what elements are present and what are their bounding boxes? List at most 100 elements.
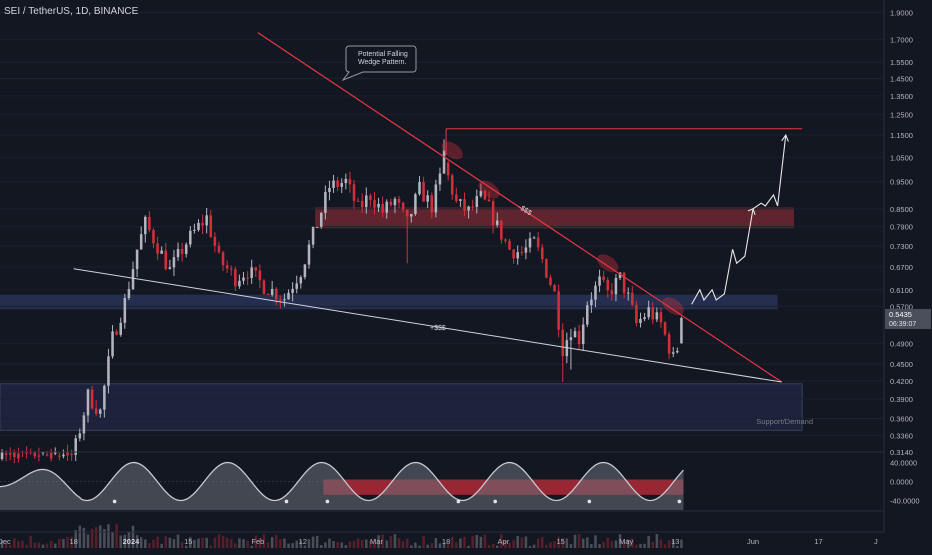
volume-bar	[512, 539, 515, 548]
candle-body	[344, 178, 348, 184]
candle-body	[303, 264, 307, 278]
volume-bar	[393, 534, 397, 548]
volume-bar	[676, 545, 679, 548]
volume-bar	[234, 543, 237, 548]
osc-tick-label: 0.0000	[890, 478, 913, 487]
volume-bar	[299, 540, 303, 548]
volume-bar	[139, 537, 143, 548]
candle-body	[655, 312, 659, 320]
volume-bar	[504, 540, 507, 548]
candle-body	[536, 237, 540, 248]
volume-bar	[131, 525, 135, 548]
candle-body	[671, 352, 675, 354]
volume-bar	[250, 545, 253, 548]
volume-bar	[594, 535, 597, 548]
volume-bar	[189, 537, 192, 548]
candle-body	[193, 229, 196, 231]
volume-bar	[422, 535, 425, 548]
candle-body	[553, 284, 556, 292]
y-tick-label: 0.5700	[890, 302, 913, 311]
volume-bar	[463, 536, 466, 548]
volume-bar	[389, 536, 393, 548]
x-tick-label: 12	[299, 537, 307, 546]
candle-body	[365, 195, 368, 207]
candle-body	[643, 317, 646, 319]
volume-bar	[639, 543, 642, 548]
candle-body	[606, 279, 610, 291]
candle-body	[78, 433, 82, 439]
y-tick-label: 0.4500	[890, 360, 913, 369]
candle-body	[467, 206, 470, 211]
candle-body	[667, 334, 671, 354]
y-tick-label: 1.5500	[890, 58, 913, 67]
candle-body	[483, 190, 487, 200]
candle-body	[250, 267, 253, 278]
candle-body	[144, 216, 147, 235]
candle-body	[676, 350, 679, 353]
volume-bar	[74, 530, 77, 548]
volume-bar	[459, 538, 462, 548]
candle-body	[103, 385, 106, 410]
volume-bar	[520, 537, 524, 548]
volume-bar	[663, 544, 667, 548]
volume-bar	[508, 542, 511, 548]
volume-bar	[528, 545, 532, 548]
projection-path	[691, 134, 787, 305]
volume-bar	[295, 540, 298, 548]
volume-bar	[557, 536, 560, 548]
volume-bar	[569, 544, 573, 548]
candle-body	[516, 252, 519, 259]
volume-bar	[213, 537, 217, 548]
candle-body	[90, 389, 94, 409]
touch-highlight	[441, 141, 463, 160]
x-tick-label: J	[874, 537, 878, 546]
volume-bar	[82, 527, 86, 548]
touch-highlight	[662, 297, 684, 316]
candle-body	[17, 453, 20, 459]
candle-body	[94, 408, 98, 414]
candle-body	[557, 291, 560, 330]
candle-body	[283, 299, 286, 301]
volume-bar	[516, 535, 519, 548]
volume-bar	[352, 540, 356, 548]
red-trendline	[257, 32, 783, 383]
candle-body	[512, 249, 515, 259]
volume-bar	[487, 545, 491, 548]
volume-bar	[418, 545, 421, 548]
y-tick-label: 0.7300	[890, 242, 913, 251]
volume-bar	[655, 534, 659, 548]
volume-bar	[156, 536, 159, 548]
volume-bar	[201, 537, 204, 548]
candle-body	[234, 269, 237, 287]
candle-body	[680, 317, 683, 344]
supply-zone	[315, 207, 794, 229]
candle-body	[0, 451, 4, 459]
candle-body	[172, 257, 176, 268]
candle-body	[377, 203, 380, 208]
volume-bar	[410, 545, 413, 548]
demand-label: Support/Demand	[756, 417, 813, 426]
x-tick-label: 17	[814, 537, 822, 546]
candle-body	[135, 249, 139, 270]
y-tick-label: 0.3360	[890, 431, 913, 440]
volume-bar	[401, 541, 405, 548]
projection-mid-arrow	[747, 208, 756, 216]
volume-bar	[62, 539, 65, 548]
candle-body	[602, 276, 605, 280]
candle-body	[74, 438, 77, 455]
volume-bar	[348, 541, 352, 548]
oscillator-layer	[0, 461, 684, 510]
volume-bar	[377, 535, 380, 548]
x-tick-label: Feb	[251, 537, 264, 546]
volume-bar	[176, 534, 180, 548]
candle-body	[590, 299, 593, 306]
volume-bar	[123, 534, 127, 548]
candle-body	[430, 195, 434, 213]
volume-bar	[438, 543, 442, 548]
current-price-label	[885, 308, 931, 329]
candle-body	[205, 215, 208, 226]
oscillator-area	[0, 462, 684, 510]
volume-bar	[164, 536, 168, 548]
